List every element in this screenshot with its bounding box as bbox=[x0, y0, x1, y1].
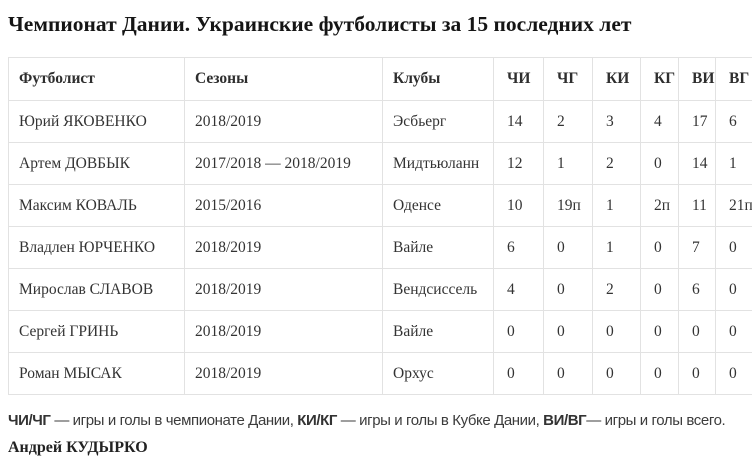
table-cell: 0 bbox=[544, 353, 593, 395]
table-cell: 0 bbox=[494, 311, 544, 353]
legend-text: ЧИ/ЧГ — игры и голы в чемпионате Дании, … bbox=[8, 411, 752, 430]
player-name-cell: Артем ДОВБЫК bbox=[9, 143, 185, 185]
table-cell: 2п bbox=[641, 185, 679, 227]
column-header: ВИ bbox=[679, 58, 716, 101]
table-cell: 0 bbox=[679, 311, 716, 353]
table-cell: 10 bbox=[494, 185, 544, 227]
table-cell: 2018/2019 bbox=[185, 353, 383, 395]
table-cell: 0 bbox=[641, 227, 679, 269]
table-cell: 0 bbox=[716, 227, 752, 269]
table-cell: 0 bbox=[641, 143, 679, 185]
table-cell: 1 bbox=[716, 143, 752, 185]
table-cell: 2017/2018 — 2018/2019 bbox=[185, 143, 383, 185]
table-cell: 0 bbox=[544, 311, 593, 353]
table-cell: 0 bbox=[679, 353, 716, 395]
table-cell: 2018/2019 bbox=[185, 227, 383, 269]
table-cell: 6 bbox=[679, 269, 716, 311]
table-cell: 1 bbox=[544, 143, 593, 185]
table-cell: Вендсиссель bbox=[383, 269, 494, 311]
player-name-cell: Роман МЫСАК bbox=[9, 353, 185, 395]
table-cell: 0 bbox=[641, 269, 679, 311]
player-name-cell: Мирослав СЛАВОВ bbox=[9, 269, 185, 311]
legend-abbr: ВИ/ВГ bbox=[543, 412, 586, 429]
table-cell: 2015/2016 bbox=[185, 185, 383, 227]
table-cell: Эсбьерг bbox=[383, 101, 494, 143]
table-cell: 4 bbox=[641, 101, 679, 143]
column-header: Клубы bbox=[383, 58, 494, 101]
table-cell: Вайле bbox=[383, 227, 494, 269]
table-cell: 14 bbox=[494, 101, 544, 143]
column-header: ЧИ bbox=[494, 58, 544, 101]
table-cell: Оденсе bbox=[383, 185, 494, 227]
table-cell: 0 bbox=[641, 353, 679, 395]
table-cell: 12 bbox=[494, 143, 544, 185]
table-cell: 2018/2019 bbox=[185, 311, 383, 353]
table-cell: 17 bbox=[679, 101, 716, 143]
legend-segment: — игры и голы в чемпионате Дании, bbox=[51, 412, 298, 429]
table-cell: 0 bbox=[593, 353, 641, 395]
legend-abbr: КИ/КГ bbox=[297, 412, 337, 429]
column-header: ЧГ bbox=[544, 58, 593, 101]
table-cell: 11 bbox=[679, 185, 716, 227]
table-cell: 2 bbox=[544, 101, 593, 143]
table-cell: 0 bbox=[544, 227, 593, 269]
table-cell: 19п bbox=[544, 185, 593, 227]
table-cell: 3 bbox=[593, 101, 641, 143]
table-cell: 0 bbox=[494, 353, 544, 395]
legend-abbr: ЧИ/ЧГ bbox=[8, 412, 51, 429]
table-cell: 1 bbox=[593, 227, 641, 269]
table-cell: 0 bbox=[593, 311, 641, 353]
table-cell: 2018/2019 bbox=[185, 101, 383, 143]
legend-segment: — игры и голы в Кубке Дании, bbox=[337, 412, 543, 429]
player-name-cell: Максим КОВАЛЬ bbox=[9, 185, 185, 227]
player-name-cell: Сергей ГРИНЬ bbox=[9, 311, 185, 353]
column-header: Футболист bbox=[9, 58, 185, 101]
table-cell: 0 bbox=[716, 269, 752, 311]
legend-segment: — игры и голы всего. bbox=[586, 412, 725, 429]
table-cell: 7 bbox=[679, 227, 716, 269]
table-cell: 0 bbox=[544, 269, 593, 311]
author-name: Андрей КУДЫРКО bbox=[8, 439, 752, 457]
table-cell: 21п bbox=[716, 185, 752, 227]
column-header: КИ bbox=[593, 58, 641, 101]
table-cell: 2 bbox=[593, 269, 641, 311]
table-cell: 2 bbox=[593, 143, 641, 185]
table-cell: 4 bbox=[494, 269, 544, 311]
table-cell: 6 bbox=[716, 101, 752, 143]
table-cell: Вайле bbox=[383, 311, 494, 353]
column-header: Сезоны bbox=[185, 58, 383, 101]
column-header: КГ bbox=[641, 58, 679, 101]
table-cell: 0 bbox=[641, 311, 679, 353]
table-cell: 0 bbox=[716, 353, 752, 395]
page-title: Чемпионат Дании. Украинские футболисты з… bbox=[8, 11, 752, 37]
table-cell: 6 bbox=[494, 227, 544, 269]
table-cell: Мидтьюланн bbox=[383, 143, 494, 185]
table-cell: 0 bbox=[716, 311, 752, 353]
table-cell: 1 bbox=[593, 185, 641, 227]
table-cell: Орхус bbox=[383, 353, 494, 395]
column-header: ВГ bbox=[716, 58, 752, 101]
player-name-cell: Юрий ЯКОВЕНКО bbox=[9, 101, 185, 143]
table-cell: 2018/2019 bbox=[185, 269, 383, 311]
table-cell: 14 bbox=[679, 143, 716, 185]
player-name-cell: Владлен ЮРЧЕНКО bbox=[9, 227, 185, 269]
